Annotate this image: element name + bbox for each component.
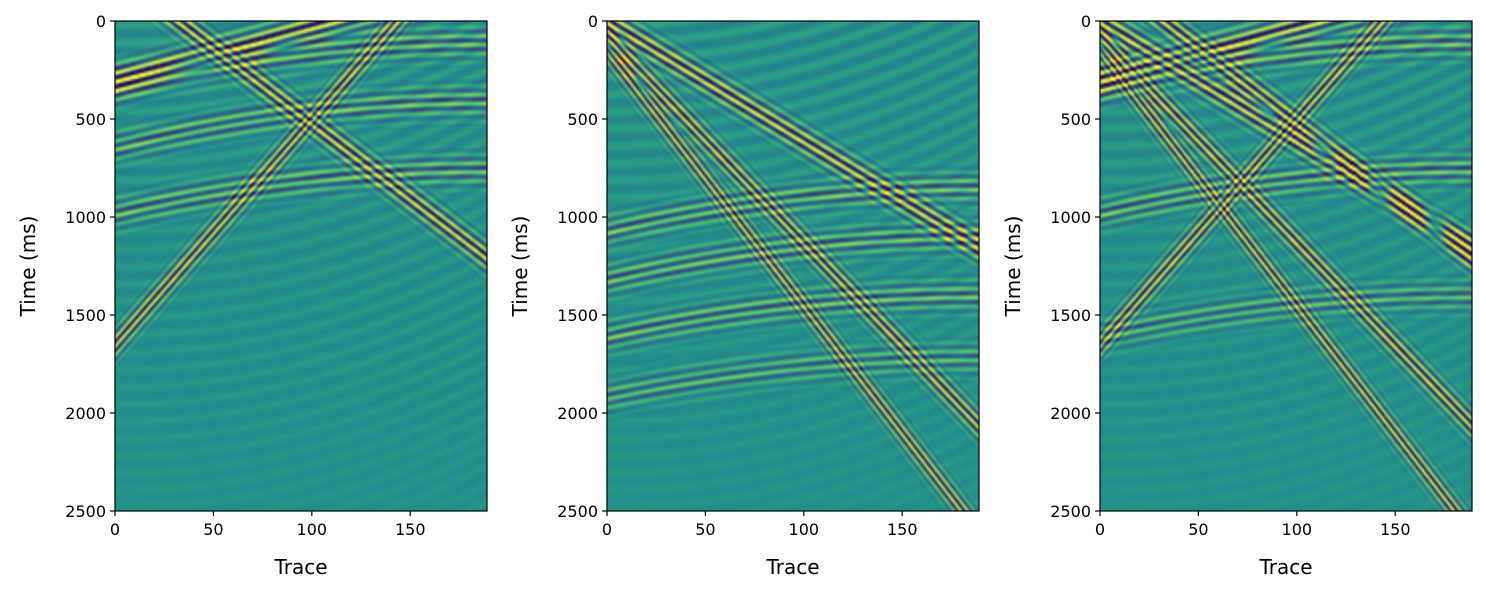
- y-tick-label: 500: [1060, 110, 1091, 129]
- y-tick-label: 0: [588, 12, 598, 31]
- y-tick-label: 1000: [65, 208, 106, 227]
- y-axis-label: Time (ms): [16, 216, 40, 318]
- x-tick-label: 0: [1095, 520, 1105, 539]
- x-tick-label: 50: [1188, 520, 1208, 539]
- y-tick-label: 0: [96, 12, 106, 31]
- y-tick-label: 500: [75, 110, 106, 129]
- y-tick-label: 2000: [1050, 404, 1091, 423]
- x-tick-label: 100: [789, 520, 820, 539]
- y-axis-label: Time (ms): [508, 216, 532, 318]
- y-tick-label: 2000: [65, 404, 106, 423]
- y-tick-label: 500: [567, 110, 598, 129]
- y-axis-label: Time (ms): [1001, 216, 1025, 318]
- y-tick-label: 2000: [557, 404, 598, 423]
- x-tick-label: 150: [1380, 520, 1411, 539]
- y-tick-label: 1500: [557, 306, 598, 325]
- x-tick-label: 50: [695, 520, 715, 539]
- x-tick-label: 100: [297, 520, 328, 539]
- y-tick-label: 1500: [1050, 306, 1091, 325]
- y-tick-label: 2500: [65, 502, 106, 521]
- axes-frame: [114, 20, 488, 512]
- y-tick-label: 1000: [1050, 208, 1091, 227]
- x-axis-label: Trace: [765, 555, 819, 579]
- x-tick-label: 150: [395, 520, 426, 539]
- axes-frame: [606, 20, 980, 512]
- x-tick-label: 0: [110, 520, 120, 539]
- x-tick-label: 150: [887, 520, 918, 539]
- y-tick-label: 2500: [1050, 502, 1091, 521]
- x-tick-label: 100: [1282, 520, 1313, 539]
- y-tick-label: 0: [1081, 12, 1091, 31]
- heatmap-image: [1100, 21, 1472, 511]
- heatmap-image: [115, 21, 487, 511]
- y-tick-label: 1000: [557, 208, 598, 227]
- x-tick-label: 50: [203, 520, 223, 539]
- axes-frame: [1099, 20, 1473, 512]
- x-axis-label: Trace: [1258, 555, 1312, 579]
- x-tick-label: 0: [602, 520, 612, 539]
- y-tick-label: 1500: [65, 306, 106, 325]
- x-axis-label: Trace: [273, 555, 327, 579]
- y-tick-label: 2500: [557, 502, 598, 521]
- heatmap-image: [607, 21, 979, 511]
